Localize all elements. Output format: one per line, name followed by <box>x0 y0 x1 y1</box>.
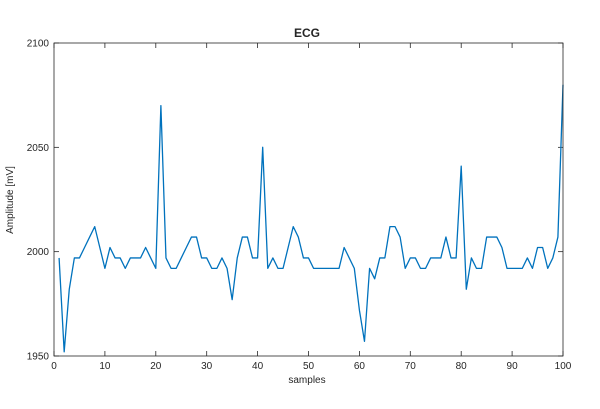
x-tick-label: 0 <box>51 361 57 372</box>
x-tick-label: 100 <box>555 361 572 372</box>
chart-title: ECG <box>294 26 320 40</box>
y-tick-label: 2100 <box>27 39 50 50</box>
x-tick-label: 60 <box>354 361 366 372</box>
y-axis-label: Amplitude [mV] <box>5 166 16 234</box>
x-tick-label: 10 <box>99 361 111 372</box>
x-tick-label: 80 <box>456 361 468 372</box>
x-tick-label: 40 <box>252 361 264 372</box>
plot-frame <box>53 42 564 357</box>
series-layer <box>58 84 564 353</box>
ecg-series-line <box>58 84 564 353</box>
x-axis-label: samples <box>288 375 325 386</box>
y-tick-label: 1950 <box>27 352 50 363</box>
x-tick-label: 70 <box>405 361 417 372</box>
x-tick-label: 20 <box>150 361 162 372</box>
y-tick-label: 2000 <box>27 247 50 258</box>
x-tick-label: 50 <box>303 361 315 372</box>
x-tick-label: 90 <box>507 361 519 372</box>
y-tick-label: 2050 <box>27 143 50 154</box>
x-tick-label: 30 <box>201 361 213 372</box>
axis-ticks: 0 10 20 30 40 50 60 70 80 90 100 1950 2000 2050 2100 <box>27 39 572 373</box>
